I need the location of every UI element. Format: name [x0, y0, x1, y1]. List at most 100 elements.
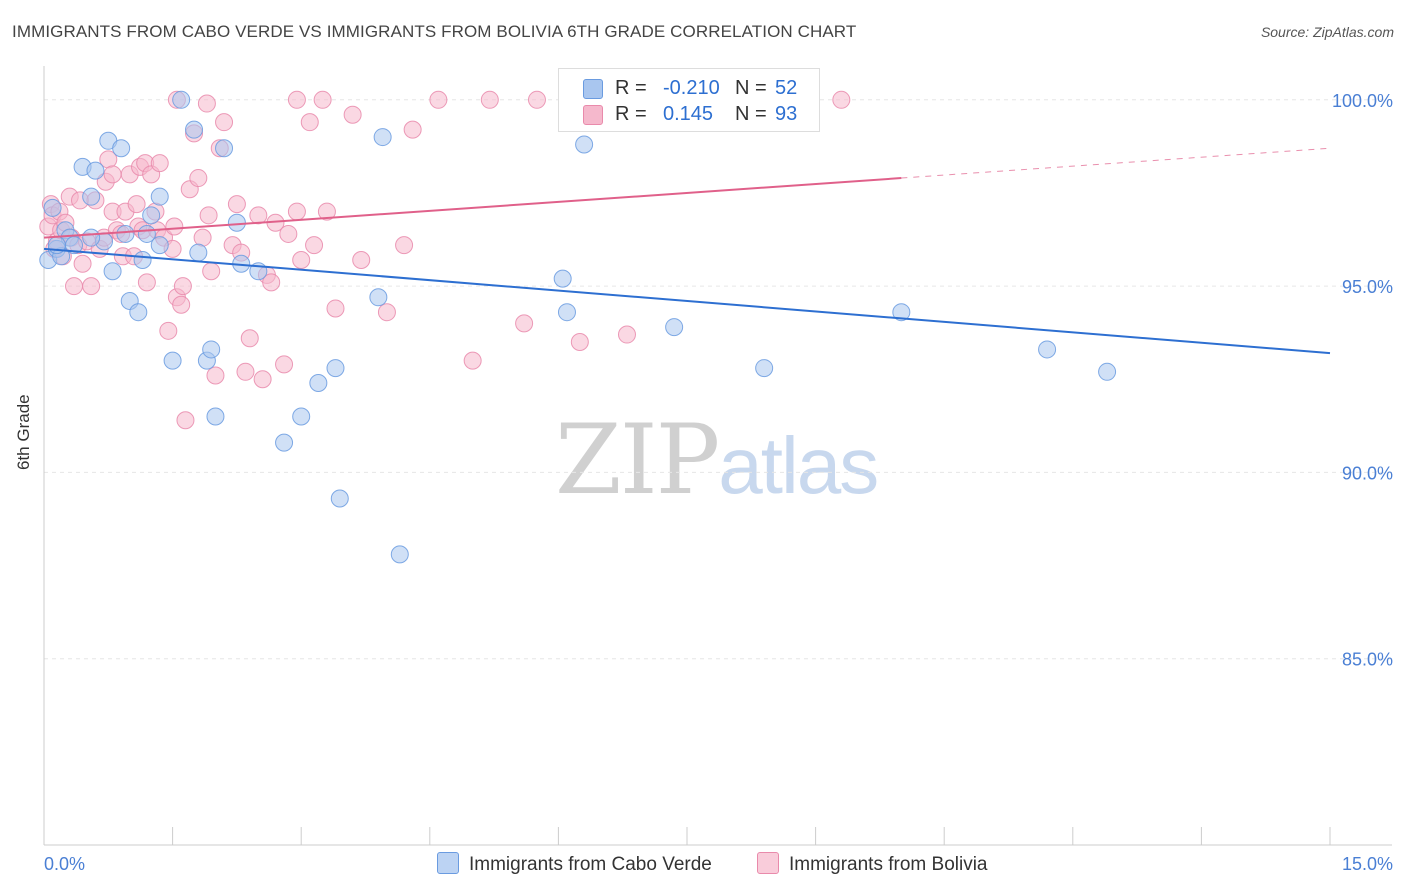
bolivia-point — [240, 329, 259, 348]
bolivia-point — [215, 113, 234, 132]
y-axis-label: 6th Grade — [14, 394, 33, 470]
bottom-legend-bolivia: Immigrants from Bolivia — [757, 852, 988, 876]
bolivia-point — [527, 90, 546, 109]
cabo-verde-point — [369, 288, 388, 307]
cabo-verde-point — [112, 139, 131, 158]
bolivia-point — [279, 224, 298, 243]
bolivia-point — [189, 169, 208, 188]
cabo-verde-point — [1098, 362, 1117, 381]
source-label: Source: ZipAtlas.com — [1260, 24, 1394, 40]
bolivia-point — [305, 236, 324, 255]
cabo-verde-point — [172, 90, 191, 109]
cabo-verde-point — [116, 224, 135, 243]
cabo-verde-point — [553, 269, 572, 288]
bolivia-point — [176, 411, 195, 430]
y-tick-label: 100.0% — [1332, 91, 1393, 111]
watermark-atlas: atlas — [718, 421, 879, 510]
bolivia-point — [292, 251, 311, 270]
cabo-verde-point — [892, 303, 911, 322]
cabo-verde-point — [86, 161, 105, 180]
legend-r-label: R = — [615, 103, 647, 125]
bolivia-point — [82, 277, 101, 296]
cabo-verde-point — [133, 251, 152, 270]
cabo-verde-trend-line — [43, 247, 1331, 355]
legend-r-value: 0.145 — [663, 103, 714, 125]
cabo-verde-point — [163, 351, 182, 370]
legend-n-value: 52 — [775, 77, 798, 99]
bolivia-point — [403, 120, 422, 139]
cabo-verde-point — [206, 407, 225, 426]
bolivia-trend-extension — [901, 147, 1331, 179]
cabo-verde-point — [142, 206, 161, 225]
bolivia-point — [317, 202, 336, 221]
cabo-verde-point — [390, 545, 409, 564]
bolivia-point — [300, 113, 319, 132]
cabo-verde-point — [103, 262, 122, 281]
x-tick-label-max: 15.0% — [1342, 854, 1393, 874]
bolivia-point — [159, 321, 178, 340]
legend-swatch-cabo-verde — [583, 79, 603, 99]
cabo-verde-point — [185, 120, 204, 139]
y-tick-label: 95.0% — [1342, 277, 1393, 297]
x-tick-label-min: 0.0% — [44, 854, 85, 874]
bolivia-point — [197, 94, 216, 113]
cabo-verde-point — [82, 187, 101, 206]
bolivia-point — [262, 273, 281, 292]
legend-r-label: R = — [615, 77, 647, 99]
cabo-verde-point — [129, 303, 148, 322]
bolivia-point — [227, 195, 246, 214]
chart-title: IMMIGRANTS FROM CABO VERDE VS IMMIGRANTS… — [12, 22, 857, 41]
bolivia-point — [287, 202, 306, 221]
bolivia-point — [395, 236, 414, 255]
bottom-legend-swatch-bolivia — [757, 852, 779, 874]
bolivia-point — [352, 251, 371, 270]
cabo-verde-point — [557, 303, 576, 322]
cabo-verde-point — [82, 228, 101, 247]
bolivia-point — [73, 254, 92, 273]
bolivia-point — [343, 105, 362, 124]
cabo-verde-point — [755, 359, 774, 378]
bolivia-point — [253, 370, 272, 389]
stats-legend: R = -0.210 N = 52 R = 0.145 N = 93 — [558, 68, 820, 132]
cabo-verde-point — [326, 359, 345, 378]
cabo-verde-point — [202, 340, 221, 359]
bolivia-point — [199, 206, 218, 225]
legend-swatch-bolivia — [583, 105, 603, 125]
bolivia-point — [193, 228, 212, 247]
cabo-verde-point — [1038, 340, 1057, 359]
legend-r-value: -0.210 — [663, 77, 720, 99]
bolivia-point — [515, 314, 534, 333]
bolivia-point — [206, 366, 225, 385]
cabo-verde-point — [309, 373, 328, 392]
bolivia-point — [150, 154, 169, 173]
bolivia-point — [326, 299, 345, 318]
bolivia-point — [313, 90, 332, 109]
bolivia-point — [287, 90, 306, 109]
cabo-verde-point — [292, 407, 311, 426]
cabo-verde-point — [43, 198, 62, 217]
cabo-verde-point — [373, 128, 392, 147]
bolivia-point — [429, 90, 448, 109]
bolivia-point — [480, 90, 499, 109]
bolivia-point — [570, 332, 589, 351]
bolivia-point — [127, 195, 146, 214]
watermark: ZIPatlas — [555, 404, 879, 516]
bottom-legend-label-cabo-verde: Immigrants from Cabo Verde — [469, 854, 712, 875]
bolivia-point — [137, 273, 156, 292]
bolivia-point — [65, 277, 84, 296]
bolivia-point — [377, 303, 396, 322]
legend-n-label: N = — [735, 77, 767, 99]
bolivia-point — [275, 355, 294, 374]
cabo-verde-point — [665, 318, 684, 337]
bottom-legend-swatch-cabo-verde — [437, 852, 459, 874]
bolivia-trend-line — [43, 177, 902, 239]
bolivia-point — [202, 262, 221, 281]
cabo-verde-point — [150, 236, 169, 255]
y-tick-label: 90.0% — [1342, 463, 1393, 483]
bolivia-point — [617, 325, 636, 344]
bottom-legend-cabo-verde: Immigrants from Cabo Verde — [437, 852, 712, 876]
cabo-verde-point — [575, 135, 594, 154]
cabo-verde-point — [215, 139, 234, 158]
bolivia-point — [172, 295, 191, 314]
